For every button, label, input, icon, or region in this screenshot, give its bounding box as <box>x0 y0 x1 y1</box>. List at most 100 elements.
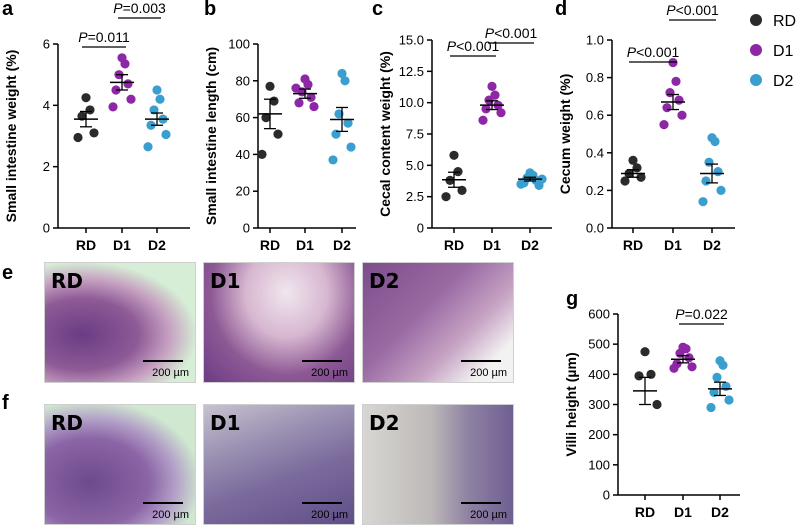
data-point-d1 <box>662 103 672 113</box>
x-tick-label-d: D1 <box>664 237 682 253</box>
data-point-d2 <box>337 68 347 79</box>
data-point-rd <box>449 150 459 160</box>
legend-marker-d2 <box>750 74 762 86</box>
data-point-d1 <box>306 92 316 102</box>
data-point-rd <box>620 176 630 186</box>
x-tick-label-c: RD <box>444 237 464 253</box>
data-point-rd <box>77 111 87 121</box>
panel-letter-e: e <box>2 262 14 284</box>
data-point-d1 <box>677 110 687 120</box>
data-point-d1 <box>123 79 133 89</box>
data-point-d2 <box>161 129 171 140</box>
data-point-d2 <box>343 118 353 128</box>
data-point-d2 <box>334 109 344 119</box>
y-tick-label-c: 2.5 <box>406 189 424 204</box>
data-point-d1 <box>687 362 697 372</box>
data-point-rd <box>640 347 650 357</box>
data-point-d2 <box>155 94 165 104</box>
data-point-rd <box>636 172 646 182</box>
x-tick-label-d: RD <box>623 237 643 253</box>
y-tick-label-g: 600 <box>588 307 610 322</box>
y-tick-label-b: 60 <box>236 110 250 125</box>
data-point-d1 <box>291 83 301 93</box>
data-point-d2 <box>724 395 734 405</box>
micrograph-label: D1 <box>210 269 241 293</box>
data-point-d1 <box>126 94 136 104</box>
scale-bar <box>143 502 183 504</box>
y-tick-label-d: 1.0 <box>586 33 604 48</box>
data-point-d2 <box>152 85 162 95</box>
data-point-d2 <box>328 155 338 165</box>
x-tick-label-b: D2 <box>333 237 351 253</box>
data-point-rd <box>269 96 279 106</box>
x-tick-label-c: D1 <box>483 237 501 253</box>
micrograph-label: D2 <box>369 411 400 435</box>
scale-bar <box>143 360 183 362</box>
y-tick-label-a: 6 <box>43 37 50 52</box>
data-point-d1 <box>478 115 488 125</box>
y-axis-label-g: Villi height (µm) <box>563 352 579 456</box>
y-tick-label-d: 0.8 <box>586 70 604 85</box>
data-point-rd <box>652 399 662 410</box>
data-point-d1 <box>671 76 681 86</box>
x-tick-label-g: D1 <box>674 504 692 520</box>
scale-bar-label: 200 µm <box>311 367 348 379</box>
data-point-d1 <box>659 120 669 130</box>
legend-label-d2: D2 <box>773 73 794 90</box>
y-tick-label-a: 0 <box>43 221 50 236</box>
data-point-d2 <box>718 360 728 370</box>
x-tick-label-a: D1 <box>113 237 131 253</box>
y-tick-label-c: 12.5 <box>399 64 424 79</box>
panel-letter-c: c <box>372 0 384 20</box>
significance-label-d: P<0.001 <box>627 44 680 60</box>
data-point-d1 <box>108 102 118 112</box>
micrograph-e-d1: D1 200 µm <box>203 262 355 383</box>
micrograph-f-d1: D1 200 µm <box>203 404 355 525</box>
data-point-d2 <box>701 176 711 186</box>
data-point-d1 <box>303 79 313 90</box>
data-point-rd <box>73 132 83 143</box>
significance-label-d: P<0.001 <box>666 2 719 18</box>
panel-letter-f: f <box>2 392 9 414</box>
y-tick-label-c: 0 <box>417 221 424 236</box>
data-point-d2 <box>346 142 356 152</box>
scale-bar-label: 200 µm <box>152 367 189 379</box>
y-tick-label-c: 5.0 <box>406 158 424 173</box>
scale-bar <box>302 360 342 362</box>
scale-bar <box>461 502 501 504</box>
micrograph-e-d2: D2 200 µm <box>362 262 514 383</box>
data-point-rd <box>81 93 91 103</box>
scale-bar <box>302 502 342 504</box>
x-tick-label-c: D2 <box>521 237 539 253</box>
y-tick-label-c: 15.0 <box>399 33 424 48</box>
data-point-d2 <box>706 402 716 413</box>
significance-label-c: P<0.001 <box>447 38 500 54</box>
y-tick-label-g: 500 <box>588 337 610 352</box>
data-point-d1 <box>496 108 506 118</box>
x-tick-label-b: D1 <box>296 237 314 253</box>
significance-label-g: P=0.022 <box>675 306 728 322</box>
significance-label-a: P=0.003 <box>113 0 166 16</box>
data-point-d2 <box>709 387 719 398</box>
x-tick-label-a: D2 <box>148 237 166 253</box>
panel-letter-g: g <box>566 288 579 310</box>
data-point-d1 <box>669 363 679 373</box>
y-tick-label-d: 0.4 <box>586 145 604 160</box>
y-tick-label-b: 20 <box>236 184 250 199</box>
y-axis-label-c: Cecal content weight (%) <box>377 51 393 217</box>
significance-label-a: P=0.011 <box>78 29 130 45</box>
y-tick-label-b: 0 <box>243 221 250 236</box>
y-tick-label-a: 2 <box>43 159 50 174</box>
y-tick-label-c: 10.0 <box>399 95 424 110</box>
y-tick-label-g: 0 <box>603 488 610 503</box>
legend-label-d1: D1 <box>773 43 794 60</box>
data-point-rd <box>634 371 644 381</box>
data-point-d1 <box>487 81 497 91</box>
data-point-d2 <box>698 197 708 207</box>
y-tick-label-b: 80 <box>236 73 250 88</box>
data-point-d2 <box>716 185 726 195</box>
x-tick-label-b: RD <box>260 237 280 253</box>
data-point-rd <box>646 369 656 379</box>
data-point-rd <box>261 113 271 123</box>
